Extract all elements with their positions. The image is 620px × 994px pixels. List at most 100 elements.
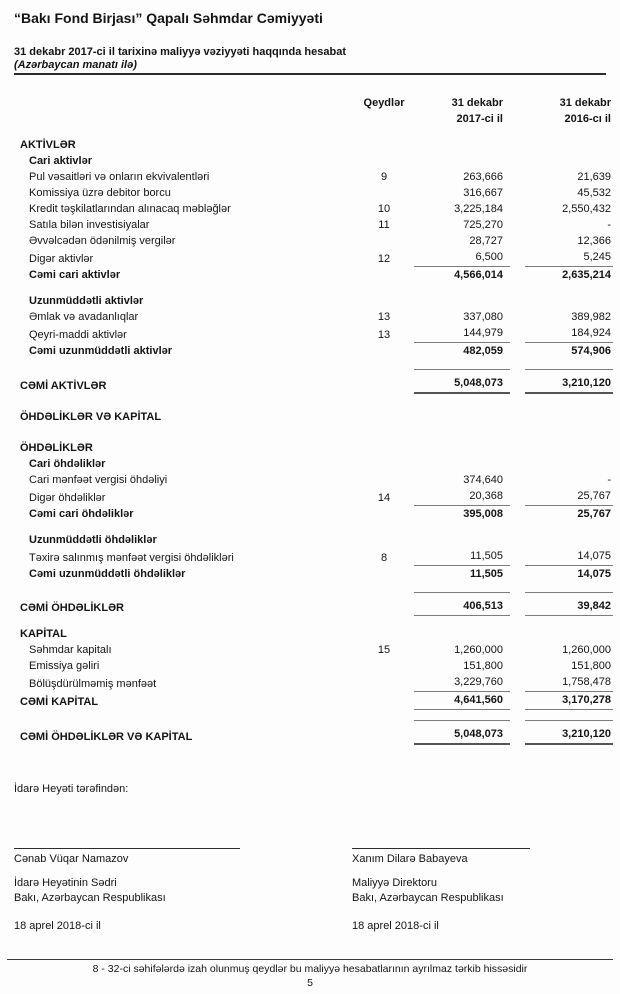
table-row: Cəmi cari aktivlər 4,566,014 2,635,214 [14, 267, 613, 283]
row-value-2017: 6,500 [414, 249, 510, 267]
row-label: Cəmi cari aktivlər [29, 269, 121, 281]
signatory-name: Cənab Vüqar Namazov [14, 853, 129, 865]
column-header-2016-line2: 2016-cı il [564, 113, 611, 125]
row-label: Satıla bilən investisiyalar [29, 219, 150, 231]
row-value-2016: 39,842 [525, 592, 613, 616]
page-number: 5 [307, 977, 313, 989]
row-value-2016: 184,924 [525, 325, 613, 343]
row-label: Cəmi cari öhdəliklər [29, 508, 134, 520]
table-row: Emissiya gəliri 151,800 151,800 [14, 658, 613, 674]
row-label: Cari öhdəliklər [29, 458, 106, 470]
row-value-2016: 14,075 [577, 568, 611, 580]
row-value-2017: 406,513 [414, 592, 510, 616]
row-label: CƏMİ AKTİVLƏR [20, 380, 107, 392]
row-value-2016: 2,635,214 [562, 269, 611, 281]
signatory-location: Bakı, Azərbaycan Respublikası [14, 892, 166, 904]
row-label: Uzunmüddətli öhdəliklər [29, 534, 157, 546]
row-value-2017: 4,566,014 [454, 269, 503, 281]
footer-note: 8 - 32-ci səhifələrdə izah olunmuş qeydl… [92, 963, 528, 975]
row-label: CƏMİ KAPİTAL [20, 696, 99, 708]
table-row: Digər öhdəliklər 14 20,368 25,767 [14, 488, 613, 506]
row-label: Digər öhdəliklər [29, 492, 106, 504]
table-spacer [14, 522, 613, 532]
row-value-2016: 21,639 [577, 171, 611, 183]
row-value-2017: 5,048,073 [414, 369, 510, 394]
row-label: Digər aktivlər [29, 253, 94, 265]
row-value-2016: 3,170,278 [525, 692, 613, 710]
row-value-2017: 316,667 [463, 187, 503, 199]
currency-note: (Azərbaycan manatı ilə) [14, 59, 137, 71]
signature-right: Xanım Dilarə Babayeva Maliyyə Direktoru B… [352, 848, 530, 932]
row-note-ref: 13 [377, 329, 391, 341]
row-value-2017: 1,260,000 [454, 644, 503, 656]
table-row: CƏMİ ÖHDƏLİKLƏR 406,513 39,842 [14, 592, 613, 616]
row-value-2017: 20,368 [414, 488, 510, 506]
row-label: Bölüşdürülməmiş mənfəət [29, 678, 157, 690]
table-row: CƏMİ ÖHDƏLİKLƏR VƏ KAPİTAL 5,048,073 3,210… [14, 720, 613, 745]
table-row: Əvvəlcədən ödənilmiş vergilər 28,727 12,36… [14, 233, 613, 249]
table-row: Bölüşdürülməmiş mənfəət 3,229,760 1,758,47… [14, 674, 613, 692]
row-label: Əmlak və avadanlıqlar [29, 311, 139, 323]
column-header-2017-line2: 2017-ci il [456, 113, 503, 125]
statement-table: Qeydlər 31 dekabr 2017-ci il 31 dekabr 201… [14, 95, 613, 745]
table-header-row: Qeydlər 31 dekabr 2017-ci il 31 dekabr 201… [14, 95, 613, 127]
table-row: CƏMİ AKTİVLƏR 5,048,073 3,210,120 [14, 369, 613, 394]
table-row: Səhmdar kapitalı 15 1,260,000 1,260,000 [14, 642, 613, 658]
table-row: Cari öhdəliklər [14, 456, 613, 472]
table-row: Cəmi cari öhdəliklər 395,008 25,767 [14, 506, 613, 522]
row-value-2016: 25,767 [577, 508, 611, 520]
row-label: Təxirə salınmış mənfəət vergisi öhdəlikl… [29, 552, 234, 564]
row-value-2017: 374,640 [463, 474, 503, 486]
signature-date: 18 aprel 2018-ci il [352, 920, 439, 932]
row-label: Səhmdar kapitalı [29, 644, 112, 656]
row-value-2017: 725,270 [463, 219, 503, 231]
table-row: Əmlak və avadanlıqlar 13 337,080 389,982 [14, 309, 613, 325]
table-spacer [14, 359, 613, 369]
row-label: Cari mənfəət vergisi öhdəliyi [29, 474, 168, 486]
footer-divider [7, 959, 613, 960]
column-header-2016: 31 dekabr 2016-cı il [525, 95, 613, 127]
row-note-ref: 15 [377, 644, 391, 656]
page-footer: 8 - 32-ci səhifələrdə izah olunmuş qeydl… [0, 959, 620, 990]
row-value-2017: 28,727 [469, 235, 503, 247]
row-note-ref: 8 [380, 552, 388, 564]
header-divider [14, 73, 606, 75]
row-value-2016: - [607, 474, 611, 486]
row-note-ref: 13 [377, 311, 391, 323]
row-label: Emissiya gəliri [29, 660, 100, 672]
signature-intro: İdarə Heyəti tərəfindən: [14, 783, 129, 795]
table-row: Cəmi uzunmüddətli aktivlər 482,059 574,906 [14, 343, 613, 359]
row-value-2017: 144,979 [414, 325, 510, 343]
signatory-location: Bakı, Azərbaycan Respublikası [352, 892, 504, 904]
row-label: Əvvəlcədən ödənilmiş vergilər [29, 235, 176, 247]
row-label: Pul vəsaitləri və onların ekvivalentləri [29, 171, 210, 183]
row-value-2017: 5,048,073 [414, 720, 510, 745]
row-value-2016: 3,210,120 [525, 720, 613, 745]
row-value-2016: 2,550,432 [562, 203, 611, 215]
column-header-notes: Qeydlər [363, 97, 405, 109]
table-row: Kredit təşkilatlarından alınacaq məbləğl… [14, 201, 613, 217]
row-value-2016: 45,532 [577, 187, 611, 199]
table-row: CƏMİ KAPİTAL 4,641,560 3,170,278 [14, 692, 613, 710]
row-value-2016: 25,767 [525, 488, 613, 506]
row-label: Cari aktivlər [29, 155, 92, 167]
row-note-ref: 10 [377, 203, 391, 215]
table-row: Cəmi uzunmüddətli öhdəliklər 11,505 14,075 [14, 566, 613, 582]
row-note-ref: 11 [378, 219, 390, 231]
row-value-2017: 11,505 [414, 548, 510, 566]
table-row: Uzunmüddətli öhdəliklər [14, 532, 613, 548]
row-label: KAPİTAL [20, 628, 67, 640]
row-note-ref: 14 [377, 492, 391, 504]
signatory-name: Xanım Dilarə Babayeva [352, 853, 468, 865]
signatory-role: Maliyyə Direktoru [352, 877, 437, 889]
row-value-2016: 1,260,000 [562, 644, 611, 656]
row-value-2016: 574,906 [571, 345, 611, 357]
row-label: Cəmi uzunmüddətli öhdəliklər [29, 568, 186, 580]
column-header-2017: 31 dekabr 2017-ci il [414, 95, 510, 127]
table-spacer [14, 283, 613, 293]
row-label: AKTİVLƏR [20, 139, 76, 151]
row-label: ÖHDƏLİKLƏR [20, 442, 93, 454]
signatory-role-block: İdarə Heyətinin Sədri Bakı, Azərbaycan Re… [14, 876, 352, 906]
table-row: ÖHDƏLİKLƏR VƏ KAPİTAL [14, 409, 613, 425]
